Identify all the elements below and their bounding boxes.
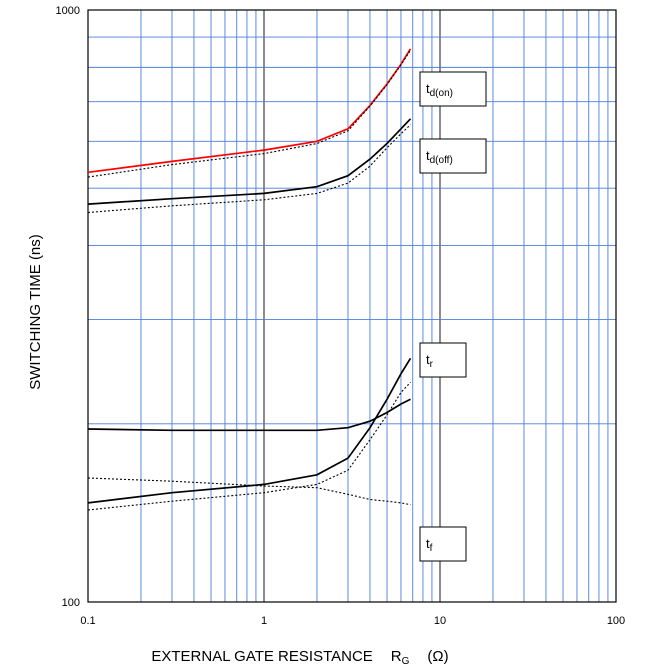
x-axis-unit: (Ω) xyxy=(427,648,448,665)
grid xyxy=(88,10,616,602)
y-tick-label: 100 xyxy=(62,597,80,609)
legend-label: td(on) xyxy=(426,81,453,99)
series-line-dotted xyxy=(87,477,411,506)
legend-box xyxy=(419,71,487,107)
series-line-solid xyxy=(87,48,412,174)
series-group xyxy=(87,48,412,511)
tick-labels: 0.1 1 10 100 100 1000 xyxy=(56,5,626,627)
legend: td(on) td(off) tr tf xyxy=(419,71,487,562)
series-line-solid xyxy=(87,398,411,432)
legend-label: td(off) xyxy=(426,148,453,166)
series-line-dotted xyxy=(87,124,411,214)
series-line-solid xyxy=(87,357,412,504)
legend-label: tr xyxy=(426,352,434,370)
x-axis-symbol: R xyxy=(391,648,402,665)
legend-box xyxy=(419,138,487,174)
x-axis-title: EXTERNAL GATE RESISTANCE RG (Ω) xyxy=(151,648,448,667)
y-tick-label: 1000 xyxy=(56,5,80,17)
legend-box xyxy=(419,342,467,378)
x-tick-label: 1 xyxy=(261,615,267,627)
x-axis-symbol-subscript: G xyxy=(402,656,410,667)
x-tick-label: 0.1 xyxy=(80,615,95,627)
legend-label: tf xyxy=(426,536,433,554)
legend-box xyxy=(419,526,467,562)
series-line-solid xyxy=(87,118,412,205)
series-line-dotted xyxy=(87,381,411,511)
plot-frame xyxy=(87,9,617,603)
x-tick-label: 10 xyxy=(434,615,446,627)
x-tick-label: 100 xyxy=(607,615,625,627)
series-line-dotted xyxy=(87,49,411,178)
y-axis-title: SWITCHING TIME (ns) xyxy=(27,234,44,390)
x-axis-title-text: EXTERNAL GATE RESISTANCE xyxy=(151,648,372,665)
